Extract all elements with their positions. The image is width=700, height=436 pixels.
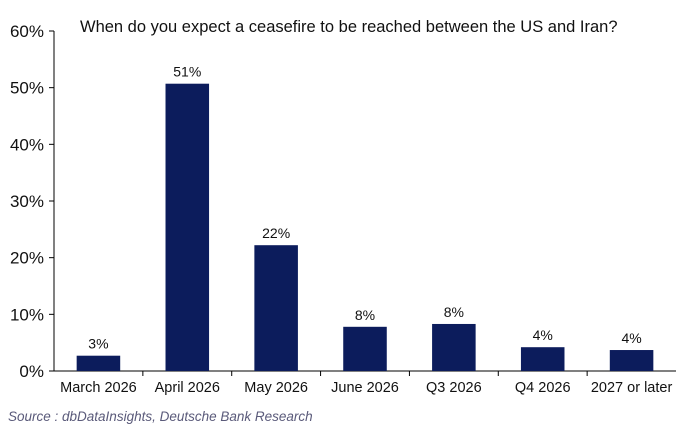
- source-note: Source : dbDataInsights, Deutsche Bank R…: [8, 409, 313, 424]
- bar: [520, 347, 565, 371]
- value-labels: 3% 51% 22% 8% 8% 4% 4%: [88, 64, 641, 352]
- data-label: 4%: [621, 330, 641, 346]
- bar: [609, 350, 654, 371]
- x-tick-label: Q3 2026: [426, 380, 482, 396]
- bar: [432, 323, 476, 371]
- y-tick-label: 10%: [10, 305, 44, 324]
- y-tick-label: 40%: [10, 135, 44, 154]
- y-axis: 0% 10% 20% 30% 40% 50% 60%: [10, 22, 55, 381]
- y-tick-label: 0%: [19, 362, 44, 381]
- x-axis: March 2026 April 2026 May 2026 June 2026 Q3 …: [54, 370, 676, 396]
- data-label: 3%: [88, 336, 108, 352]
- data-label: 51%: [173, 64, 201, 80]
- bar: [165, 83, 210, 371]
- data-label: 8%: [444, 304, 464, 320]
- chart-title: When do you expect a ceasefire to be rea…: [80, 18, 618, 36]
- bar-series: [76, 83, 654, 371]
- x-tick-label: April 2026: [155, 380, 220, 396]
- x-tick-label: 2027 or later: [591, 380, 673, 396]
- bar: [254, 245, 298, 371]
- data-label: 22%: [262, 225, 290, 241]
- data-label: 8%: [355, 307, 375, 323]
- y-tick-label: 50%: [10, 79, 44, 98]
- bar: [76, 355, 121, 371]
- x-tick-label: May 2026: [244, 380, 308, 396]
- x-tick-label: March 2026: [60, 380, 137, 396]
- x-tick-label: Q4 2026: [515, 380, 571, 396]
- y-tick-label: 20%: [10, 249, 44, 268]
- bar: [343, 326, 387, 371]
- data-label: 4%: [533, 327, 553, 343]
- y-tick-label: 60%: [10, 22, 44, 41]
- y-tick-label: 30%: [10, 192, 44, 211]
- x-tick-label: June 2026: [331, 380, 399, 396]
